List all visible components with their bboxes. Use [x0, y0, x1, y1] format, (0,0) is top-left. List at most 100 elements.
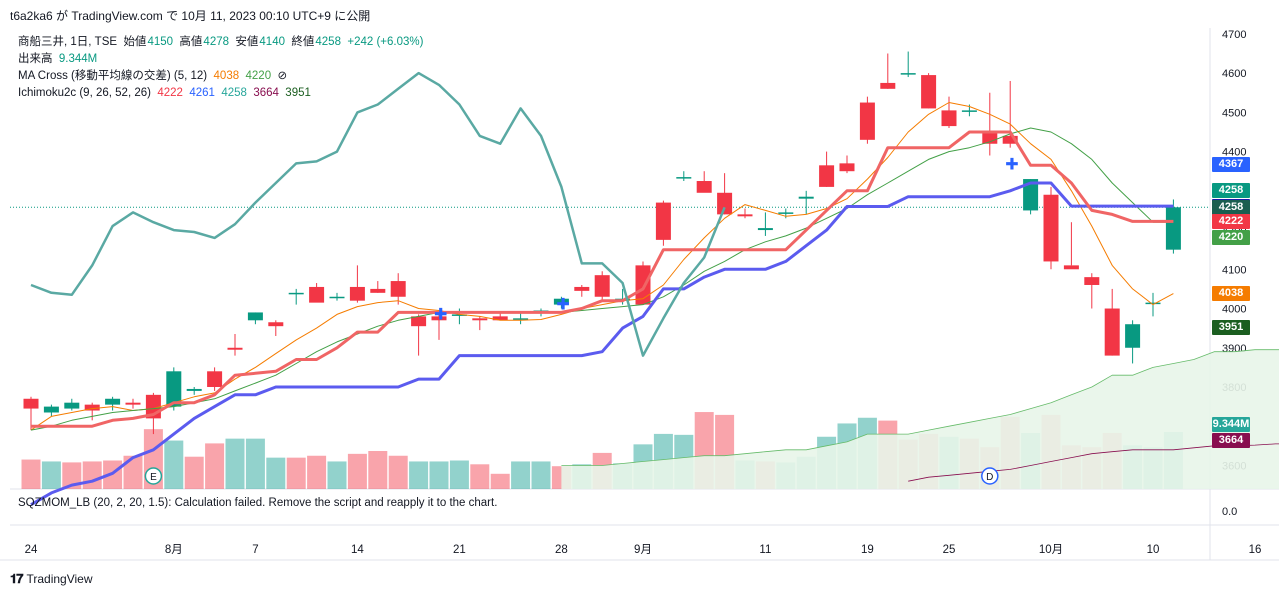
volume-bar — [62, 462, 82, 489]
brand-name: TradingView — [26, 572, 93, 586]
legend-ma-row: MA Cross (移動平均線の交差) (5, 12) 4038 4220 ⊘ — [18, 68, 423, 85]
candle-body — [186, 388, 202, 391]
volume-bar — [41, 461, 61, 489]
tenkan-line — [31, 130, 1174, 428]
candle-body — [84, 404, 100, 411]
candle-body — [1165, 207, 1181, 250]
candle-body — [982, 131, 998, 144]
earnings-marker — [144, 467, 163, 485]
y-tick-label: 4600 — [1222, 68, 1246, 80]
candle-body — [309, 286, 325, 303]
legend-ichi-v3: 4258 — [221, 87, 247, 99]
candle-body — [166, 371, 182, 407]
volume-bar — [184, 456, 204, 489]
price-badge: 4258 — [1212, 199, 1250, 215]
legend-ichimoku-row: Ichimoku2c (9, 26, 52, 26) 4222 4261 425… — [18, 85, 423, 102]
volume-bar — [449, 460, 469, 489]
candle-body — [1063, 265, 1079, 270]
candle-body — [370, 288, 386, 293]
candle-body — [574, 286, 590, 291]
candle-body — [553, 298, 569, 305]
candle-body — [451, 314, 467, 316]
candle-body — [1145, 302, 1161, 305]
candle-body — [492, 316, 508, 321]
candle-body — [676, 177, 692, 179]
price-badge: 4222 — [1212, 213, 1250, 229]
y-tick-label: 4100 — [1222, 264, 1246, 276]
cross-marker: ✚ — [434, 304, 447, 323]
x-tick-label: 25 — [943, 544, 956, 556]
candle-body — [717, 192, 733, 215]
legend-close-label: 終値 — [291, 36, 315, 48]
x-tick-label: 16 — [1249, 544, 1262, 556]
candle-body — [390, 281, 406, 297]
candle-body — [1002, 135, 1018, 144]
ma-slow-line — [30, 127, 1174, 431]
volume-bar — [123, 455, 143, 489]
legend-open: 4150 — [147, 36, 174, 48]
x-tick-label: 21 — [453, 544, 466, 556]
legend-high-label: 高値 — [179, 36, 203, 48]
legend-ichi-v2: 4261 — [189, 87, 215, 99]
publish-caption: t6a2ka6 が TradingView.com で 10月 11, 2023… — [10, 9, 371, 23]
volume-bar — [511, 461, 531, 489]
candle-body — [1043, 194, 1059, 262]
x-tick-label: 24 — [25, 544, 38, 556]
candle-body — [859, 102, 875, 140]
brand: 𝟏𝟕 TradingView — [10, 571, 93, 587]
volume-bar — [429, 461, 449, 489]
candle-body — [268, 322, 284, 327]
candle-body — [941, 110, 957, 127]
x-tick-label: 8月 — [165, 544, 183, 556]
volume-bar — [205, 443, 225, 489]
candle-body — [207, 371, 223, 387]
dividend-marker — [981, 467, 999, 485]
event-marker-label: D — [986, 472, 993, 483]
candle-body — [513, 318, 529, 320]
legend-ichi-label: Ichimoku2c (9, 26, 52, 26) — [18, 87, 151, 99]
senkou-a-line — [561, 349, 1279, 466]
legend-volume-label: 出来高 — [18, 53, 53, 65]
volume-bar — [368, 451, 388, 489]
volume-bar — [490, 473, 510, 489]
legend-high: 4278 — [203, 36, 230, 48]
legend-low-label: 安値 — [235, 36, 259, 48]
y-tick-label: 4700 — [1222, 29, 1246, 41]
price-badge: 4367 — [1212, 157, 1250, 173]
price-badge: 4258 — [1212, 183, 1250, 199]
price-badge: 4220 — [1212, 229, 1250, 245]
volume-bar — [470, 464, 490, 489]
candle-body — [737, 214, 753, 217]
sqz-tick-label: 0.0 — [1222, 506, 1237, 518]
candle-body — [635, 265, 651, 305]
x-tick-label: 11 — [759, 544, 771, 556]
volume-bar — [307, 455, 327, 489]
cross-marker: ✚ — [556, 295, 569, 314]
y-tick-label: 4500 — [1222, 107, 1246, 119]
hide-eye-icon[interactable]: ⊘ — [277, 70, 288, 82]
price-badge: 4038 — [1212, 286, 1250, 302]
candle-body — [23, 398, 39, 409]
x-tick-label: 7 — [252, 544, 258, 556]
legend-close: 4258 — [315, 36, 341, 48]
x-tick-label: 10月 — [1039, 544, 1063, 556]
candle-body — [227, 347, 243, 350]
legend-ichi-v1: 4222 — [157, 87, 183, 99]
legend-low: 4140 — [259, 36, 285, 48]
volume-bar — [531, 461, 551, 489]
kijun-line — [30, 181, 1174, 506]
cross-marker: ✚ — [1005, 155, 1018, 174]
volume-bar — [347, 453, 367, 489]
price-badge: 3664 — [1212, 432, 1250, 448]
candle-body — [819, 165, 835, 187]
volume-bar — [266, 457, 286, 489]
candle-body — [105, 398, 121, 405]
volume-bar — [286, 457, 306, 489]
candle-body — [472, 318, 488, 321]
volume-bar — [164, 440, 184, 489]
legend-volume: 9.344M — [58, 53, 98, 65]
legend-ma-slow: 4220 — [245, 70, 272, 82]
x-tick-label: 9月 — [634, 544, 652, 556]
legend-ichi-v4: 3664 — [253, 87, 279, 99]
